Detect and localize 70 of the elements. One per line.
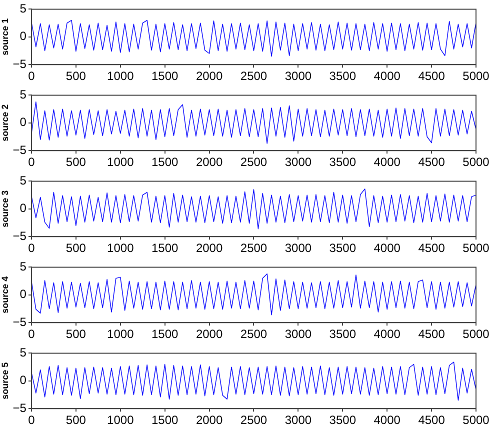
x-tick-label: 2000 (196, 327, 223, 342)
x-tick-label: 4500 (418, 69, 446, 84)
y-tick-label: 0 (20, 115, 27, 130)
x-tick-label: 500 (66, 241, 86, 256)
x-tick-label: 2000 (196, 413, 223, 428)
y-tick-label: −5 (12, 400, 27, 415)
x-tick-label: 3000 (284, 69, 312, 84)
y-tick-label: 0 (20, 201, 27, 216)
x-tick-label: 4500 (418, 327, 446, 342)
x-tick-label: 1000 (107, 413, 134, 428)
x-tick-label: 4000 (374, 69, 401, 84)
y-tick-label: 5 (20, 260, 27, 274)
x-tick-label: 1000 (107, 241, 134, 256)
x-tick-label: 1000 (107, 327, 134, 342)
x-tick-label: 4500 (418, 241, 446, 256)
x-tick-label: 3000 (284, 413, 312, 428)
x-tick-label: 2000 (196, 241, 223, 256)
y-tick-label: 0 (20, 287, 27, 302)
x-tick-label: 500 (66, 413, 86, 428)
x-tick-label: 2500 (240, 155, 268, 170)
x-tick-label: 3500 (329, 413, 356, 428)
y-axis-title: source 4 (0, 276, 10, 314)
x-tick-label: 4000 (374, 155, 401, 170)
x-tick-label: 3000 (284, 155, 312, 170)
y-tick-label: 0 (20, 373, 27, 388)
x-tick-label: 500 (66, 327, 86, 342)
x-tick-label: 2000 (196, 69, 223, 84)
x-tick-label: 3000 (284, 327, 312, 342)
x-tick-label: 5000 (462, 241, 490, 256)
x-tick-label: 4000 (374, 327, 401, 342)
y-tick-label: −5 (12, 314, 27, 329)
x-tick-label: 1500 (151, 155, 179, 170)
x-tick-label: 4500 (418, 413, 446, 428)
y-axis-title: source 5 (0, 362, 10, 400)
x-tick-label: 2500 (240, 241, 268, 256)
x-tick-label: 4000 (374, 413, 401, 428)
y-tick-label: −5 (12, 228, 27, 243)
y-axis-title: source 1 (0, 18, 10, 56)
x-tick-label: 1500 (151, 327, 179, 342)
x-tick-label: 500 (66, 69, 86, 84)
x-tick-label: 3500 (329, 327, 356, 342)
y-axis-title: source 2 (0, 104, 10, 142)
x-tick-label: 5000 (462, 413, 490, 428)
x-tick-label: 2500 (240, 327, 268, 342)
x-tick-label: 5000 (462, 327, 490, 342)
y-tick-label: −5 (12, 56, 27, 71)
x-tick-label: 5000 (462, 69, 490, 84)
y-tick-label: 5 (20, 174, 27, 188)
y-tick-label: −5 (12, 142, 27, 157)
x-tick-label: 2500 (240, 413, 268, 428)
y-tick-label: 5 (20, 346, 27, 360)
x-tick-label: 1000 (107, 155, 134, 170)
x-tick-label: 3500 (329, 69, 356, 84)
x-tick-label: 1500 (151, 413, 179, 428)
x-tick-label: 3500 (329, 155, 356, 170)
x-tick-label: 2500 (240, 69, 268, 84)
x-tick-label: 1000 (107, 69, 134, 84)
x-tick-label: 4000 (374, 241, 401, 256)
x-tick-label: 1500 (151, 241, 179, 256)
x-tick-label: 3500 (329, 241, 356, 256)
y-tick-label: 5 (20, 2, 27, 16)
y-axis-title: source 3 (0, 190, 10, 228)
x-tick-label: 2000 (196, 155, 223, 170)
y-tick-label: 0 (20, 29, 27, 44)
x-tick-label: 5000 (462, 155, 490, 170)
x-tick-label: 1500 (151, 69, 179, 84)
x-tick-label: 3000 (284, 241, 312, 256)
y-tick-label: 5 (20, 88, 27, 102)
x-tick-label: 4500 (418, 155, 446, 170)
x-tick-label: 500 (66, 155, 86, 170)
